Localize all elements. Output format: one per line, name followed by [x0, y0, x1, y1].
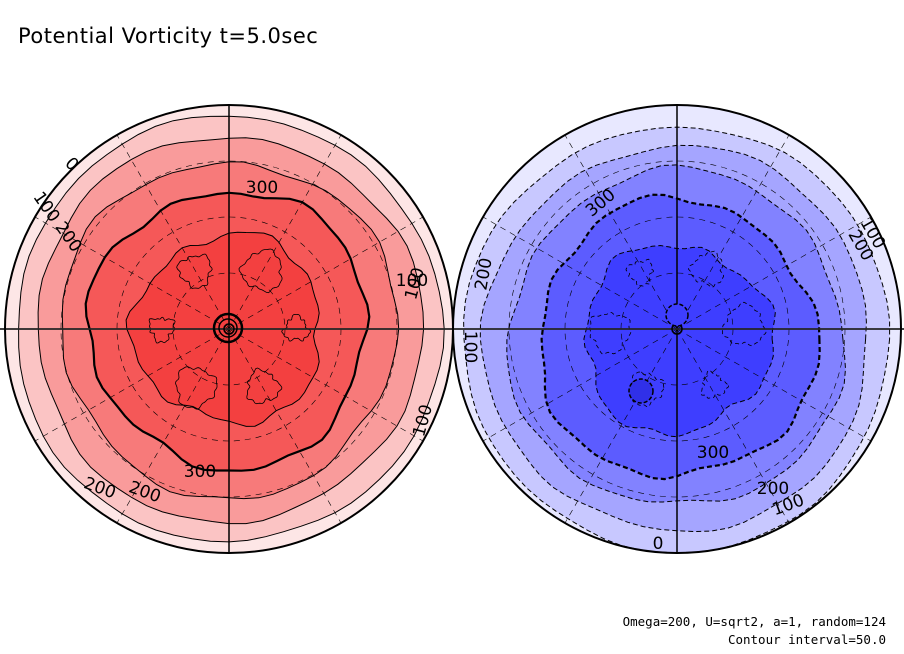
- contour-label: 100: [460, 331, 480, 363]
- meridian-line: [34, 328, 230, 442]
- footer-params: Omega=200, U=sqrt2, a=1, random=124: [622, 614, 886, 629]
- meridian-line: [482, 328, 678, 442]
- contour-label: 300: [184, 462, 216, 482]
- contour-label: 300: [246, 178, 278, 198]
- contour-line: [625, 258, 654, 287]
- vortex-contour: [628, 378, 654, 404]
- contour-line: [700, 369, 729, 399]
- contour-line: [479, 144, 867, 533]
- contour-line: [589, 312, 632, 355]
- south-hemisphere-disc: [453, 105, 901, 553]
- contour-line: [463, 126, 891, 553]
- contour-line: [176, 253, 213, 289]
- meridian-line: [676, 328, 790, 524]
- contour-line: [506, 164, 847, 503]
- contour-line: [583, 244, 776, 438]
- contour-label: 300: [697, 443, 729, 463]
- meridian-line: [116, 134, 230, 330]
- pole-contour: [212, 312, 244, 344]
- contour-line: [540, 193, 821, 481]
- meridian-line: [676, 216, 872, 330]
- vortex-contour: [665, 303, 689, 327]
- chart-title: Potential Vorticity t=5.0sec: [18, 24, 319, 48]
- contour-label: 100: [396, 271, 428, 291]
- contour-line: [687, 250, 725, 288]
- plot-overlay: [0, 104, 904, 554]
- contour-label: 200: [757, 479, 789, 499]
- meridian-line: [564, 134, 678, 330]
- pole-contour: [218, 318, 238, 338]
- contour-line: [722, 301, 767, 347]
- meridian-line: [228, 328, 342, 524]
- footer-contour-interval: Contour interval=50.0: [727, 632, 886, 647]
- contour-label: 0: [653, 534, 664, 554]
- meridian-line: [228, 216, 424, 330]
